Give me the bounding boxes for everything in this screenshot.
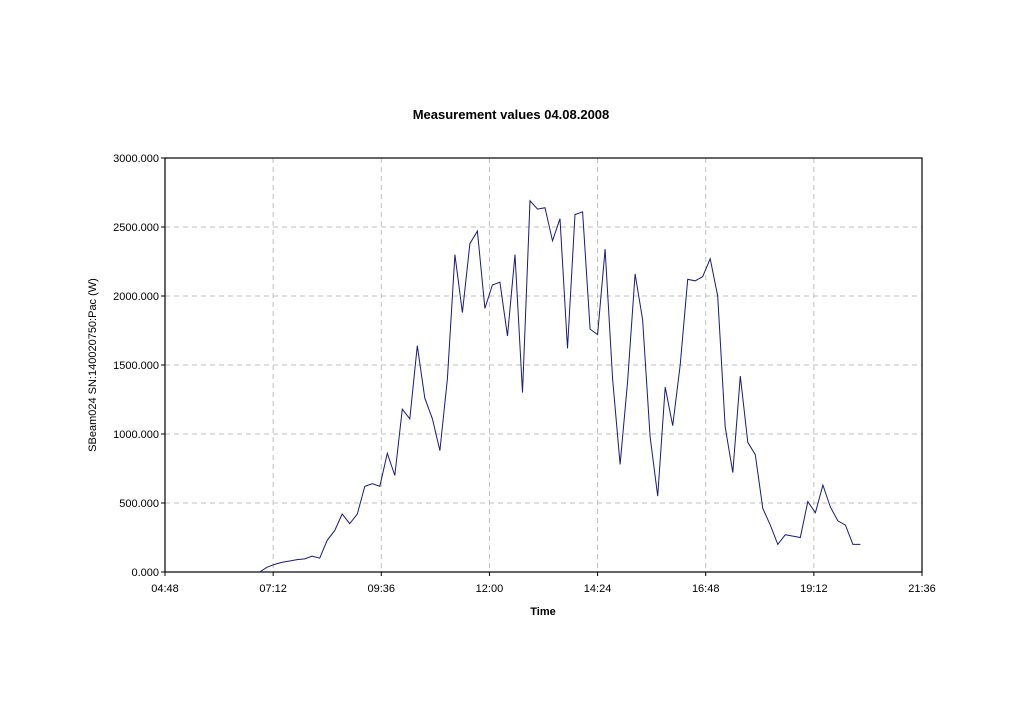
x-axis: 04:48 07:12 09:36 12:00 14:24 16:48 19:12 21:36: [151, 572, 936, 595]
y-axis: 0.000 500.000 1000.000 1500.000 2000.000 2500…: [113, 153, 165, 579]
x-tick-label: 19:12: [800, 583, 828, 595]
y-tick-label: 1500.000: [113, 360, 159, 372]
x-tick-label: 04:48: [151, 583, 179, 595]
y-tick-label: 3000.000: [113, 153, 159, 165]
y-tick-label: 1000.000: [113, 429, 159, 441]
x-tick-label: 09:36: [368, 583, 396, 595]
x-tick-label: 14:24: [584, 583, 612, 595]
x-axis-title: Time: [530, 606, 555, 618]
x-tick-label: 12:00: [476, 583, 504, 595]
y-tick-label: 0.000: [131, 567, 159, 579]
x-tick-label: 21:36: [908, 583, 936, 595]
chart-title: Measurement values 04.08.2008: [413, 107, 610, 122]
series-line: [259, 199, 861, 573]
gridlines: [165, 158, 922, 572]
x-tick-label: 07:12: [259, 583, 287, 595]
y-axis-title: SBeam024 SN:140020750:Pac (W): [87, 278, 99, 452]
y-tick-label: 2000.000: [113, 291, 159, 303]
y-tick-label: 2500.000: [113, 222, 159, 234]
x-tick-label: 16:48: [692, 583, 720, 595]
y-tick-label: 500.000: [119, 498, 159, 510]
